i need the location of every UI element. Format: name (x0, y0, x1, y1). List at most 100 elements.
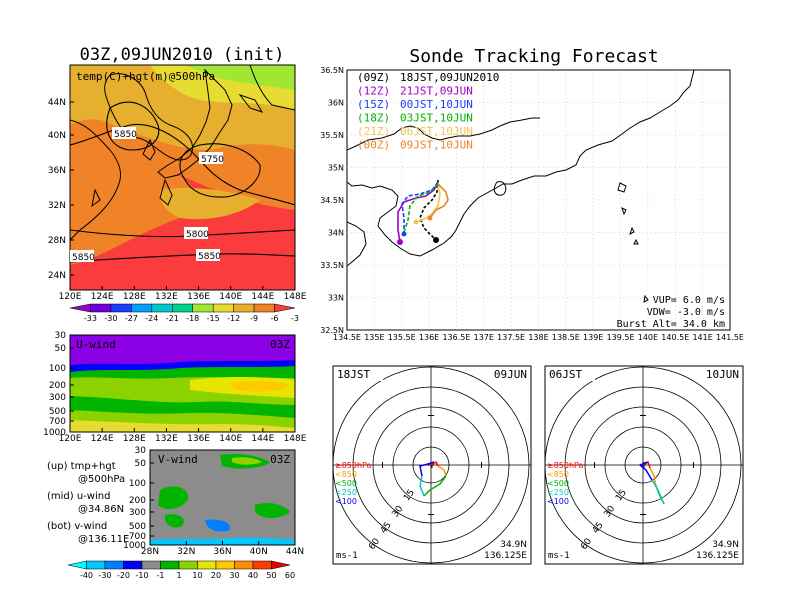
lat-tick-label: 28N (48, 236, 66, 246)
contour-label-1: 5850 (114, 130, 137, 140)
time-label-bg (547, 367, 595, 381)
pressure-tick-label: 200 (49, 381, 66, 391)
contour-label-2: 5750 (201, 155, 224, 165)
pressure-tick-label: 50 (135, 459, 147, 469)
pressure-tick-label: 50 (55, 344, 67, 354)
lat-tick-label: 40N (250, 547, 268, 557)
lon-tick-label: 120E (59, 434, 82, 444)
colorbar-label: 60 (285, 571, 295, 580)
hodo-trace (430, 460, 439, 467)
colorbar-label: 40 (248, 571, 258, 580)
launch-time: 18JST,09JUN2010 (400, 71, 499, 84)
pressure-tick-label: 500 (49, 407, 66, 417)
colorbar-swatch (178, 560, 198, 570)
colorbar-swatch (234, 560, 254, 570)
colorbar-swatch (252, 560, 272, 570)
sonde-track-18z (403, 183, 439, 233)
param-burst: Burst Alt= 34.0 km (617, 319, 725, 330)
landing-point (427, 215, 433, 221)
lat-tick-label: 34.5N (320, 196, 344, 205)
lat-tick-label: 44N (286, 547, 304, 557)
panel-legend: (up) tmp+hgt @500hPa (mid) u-wind @34.86… (47, 461, 129, 545)
pressure-tick-label: 700 (129, 532, 146, 542)
contour-label-5: 5850 (198, 252, 221, 262)
colorbar-label: -9 (250, 314, 258, 323)
lon-tick-label: 137.5E (497, 333, 525, 342)
colorbar-label: -30 (104, 314, 117, 323)
pressure-tick-label: 300 (129, 508, 146, 518)
colorbar-label: -33 (84, 314, 97, 323)
hodo-trace (437, 465, 447, 477)
colorbar-swatch (160, 560, 180, 570)
right-title: Sonde Tracking Forecast (409, 46, 658, 67)
lon-tick-label: 128E (123, 434, 146, 444)
hodo-unit: ms-1 (336, 551, 358, 561)
lon-tick-label: 138E (528, 333, 548, 342)
colorbar-label: -15 (207, 314, 220, 323)
track-lon-ticks: 134.5E 135E 135.5E 136E 136.5E 137E 137.5E 138E… (333, 333, 744, 342)
colorbar-label: -1 (157, 571, 165, 580)
u-wind-label: U-wind (76, 338, 116, 351)
sonde-track-21z (415, 185, 441, 223)
track-grid (347, 70, 730, 330)
colorbar-swatch (141, 560, 161, 570)
hodo-trace (649, 467, 657, 487)
lon-tick-label: 136E (419, 333, 439, 342)
lon-tick-label: 120E (59, 292, 82, 302)
wind-colorbar: -40 -30 -20 -10 -1 1 10 20 30 40 50 60 (67, 560, 295, 580)
level-legend: <850 (335, 470, 357, 479)
lon-tick-label: 140.5E (661, 333, 689, 342)
lon-tick-label: 124E (91, 292, 114, 302)
lat-tick-label: 44N (48, 98, 66, 108)
param-vdw: VDW= -3.0 m/s (647, 307, 725, 318)
colorbar-label: -30 (98, 571, 111, 580)
launch-time: 03JST,10JUN (400, 112, 473, 125)
temp-map-lat-ticks: 44N 40N 36N 32N 28N 24N (48, 98, 74, 281)
v-wind-time: 03Z (270, 453, 290, 466)
v-wind-lat-ticks: 28N 32N 36N 40N 44N (141, 541, 304, 557)
level-legend: <250 (547, 488, 569, 497)
lat-tick-label: 36N (328, 99, 344, 108)
colorbar-label: -18 (186, 314, 199, 323)
legend-up-2: @500hPa (78, 474, 125, 485)
contour-label-4: 5850 (72, 253, 95, 263)
legend-mid: (mid) u-wind (47, 491, 110, 502)
pressure-tick-label: 100 (129, 479, 146, 489)
contour-labels: 5850 5750 5800 5850 5850 (70, 127, 224, 263)
launch-time: 00JST,10JUN (400, 98, 473, 111)
colorbar-label: -3 (291, 314, 299, 323)
lon-tick-label: 139E (583, 333, 603, 342)
temp-map-lon-ticks: 120E 124E 128E 132E 136E 140E 144E 148E (59, 286, 307, 302)
colorbar-label: -6 (271, 314, 279, 323)
colorbar-swatch (197, 560, 217, 570)
colorbar-label: -21 (166, 314, 179, 323)
legend-up: (up) tmp+hgt (47, 461, 116, 472)
colorbar-swatch (215, 560, 235, 570)
lat-tick-label: 33N (328, 294, 344, 303)
param-vup: VUP= 6.0 m/s (653, 295, 725, 306)
left-title: 03Z,09JUN2010 (init) (80, 45, 285, 65)
lat-tick-label: 36.5N (320, 66, 344, 75)
pressure-tick-label: 1000 (43, 428, 66, 438)
lon-tick-label: 132E (155, 434, 178, 444)
hodo-time: 18JST (337, 368, 370, 381)
temp-colorbar: -33 -30 -27 -24 -21 -18 -15 -12 -9 -6 -3 (69, 303, 299, 323)
level-legend: <850 (547, 470, 569, 479)
sonde-track-00z (429, 183, 449, 219)
time-label-bg (335, 367, 383, 381)
colorbar-swatch (172, 303, 193, 313)
level-legend: <100 (547, 497, 569, 506)
colorbar-swatch (110, 303, 132, 313)
launch-code: (15Z) (357, 98, 390, 111)
lat-tick-label: 36N (48, 166, 66, 176)
hodo-lon: 136.125E (484, 551, 527, 561)
colorbar-swatch (151, 303, 173, 313)
lon-tick-label: 140E (219, 434, 242, 444)
landing-point (433, 237, 439, 243)
legend-bot: (bot) v-wind (47, 521, 107, 532)
level-legend: <500 (335, 479, 357, 488)
lon-tick-label: 128E (123, 292, 146, 302)
